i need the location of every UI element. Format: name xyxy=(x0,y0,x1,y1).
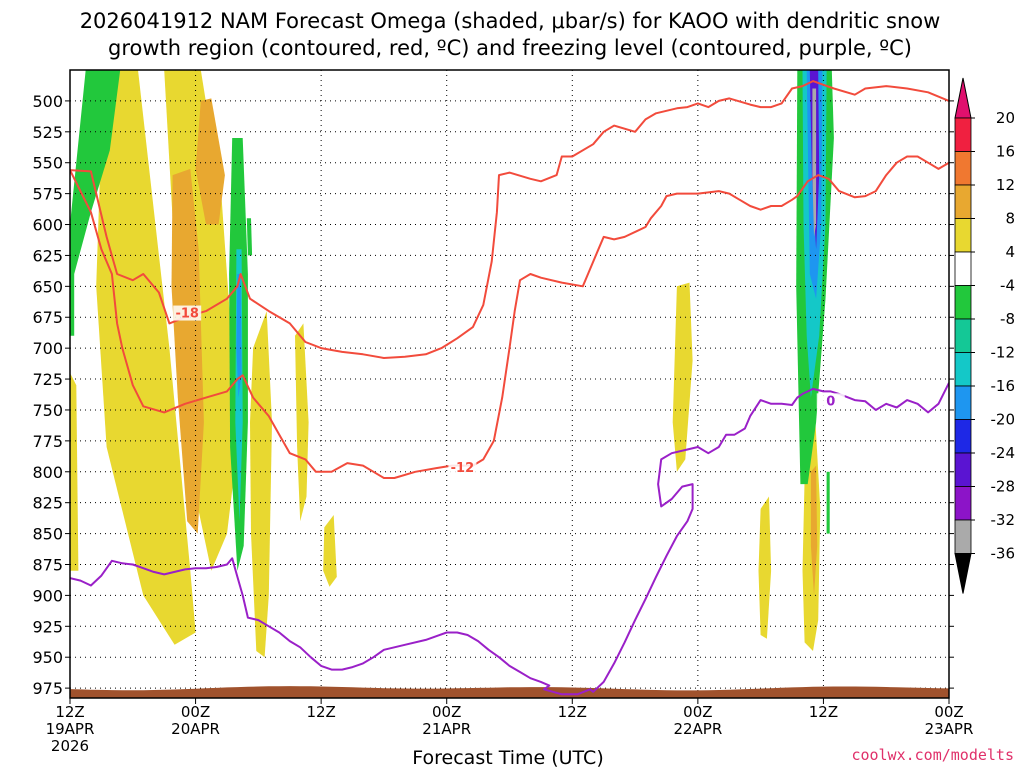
colorbar-label-8: -16 xyxy=(991,377,1016,395)
x-tick-label-h0-3: 2026 xyxy=(51,737,89,755)
colorbar-segment-5 xyxy=(954,285,972,320)
y-tick-label-725: 725 xyxy=(32,370,63,389)
omega-rising-region-7 xyxy=(758,496,772,639)
colorbar-segment-11 xyxy=(954,486,972,521)
omega-sinking-region-4 xyxy=(826,471,830,534)
minus18-upper-contour xyxy=(70,80,949,359)
terrain-ground xyxy=(70,686,949,698)
y-tick-label-650: 650 xyxy=(32,277,63,296)
y-tick-label-600: 600 xyxy=(32,216,63,235)
omega-sinking-region-2 xyxy=(246,218,253,256)
x-tick-label-h12-1: 00Z xyxy=(181,703,210,721)
colorbar-label-2: 12 xyxy=(996,176,1015,194)
x-tick-label-h0-2: 19APR xyxy=(46,720,95,738)
x-tick-label-h84-1: 00Z xyxy=(934,703,963,721)
x-tick-label-h60-2: 22APR xyxy=(673,720,722,738)
y-tick-label-825: 825 xyxy=(32,494,63,513)
colorbar-segment-6 xyxy=(954,318,972,353)
colorbar-label-10: -24 xyxy=(991,444,1016,462)
y-tick-label-875: 875 xyxy=(32,555,63,574)
y-tick-label-750: 750 xyxy=(32,401,63,420)
colorbar-label-1: 16 xyxy=(996,143,1015,161)
omega-rising-region-3 xyxy=(250,311,272,658)
y-tick-label-975: 975 xyxy=(32,679,63,698)
y-tick-label-775: 775 xyxy=(32,432,63,451)
colorbar-segment-0 xyxy=(954,117,972,152)
omega-rising-region-6 xyxy=(672,282,693,472)
colorbar-label-4: 4 xyxy=(1005,243,1015,261)
omega-colorbar: 20 16 12 8 4 -4 -8 -12 -16 -20 -24 -28 -32 -36 xyxy=(954,77,1016,594)
y-tick-label-700: 700 xyxy=(32,339,63,358)
plot-content: -18 -12 0 xyxy=(70,70,949,698)
colorbar-segment-7 xyxy=(954,352,972,387)
y-tick-label-525: 525 xyxy=(32,123,63,142)
colorbar-segment-9 xyxy=(954,419,972,454)
omega-sinking-region-0 xyxy=(70,70,121,336)
minus12-lower-contour xyxy=(70,155,949,479)
colorbar-segment-1 xyxy=(954,151,972,186)
colorbar-label-11: -28 xyxy=(991,478,1016,496)
minus18-upper-label-bg xyxy=(173,305,202,321)
y-tick-label-900: 900 xyxy=(32,586,63,605)
colorbar-label-3: 8 xyxy=(1005,210,1015,228)
x-tick-label-h0-1: 12Z xyxy=(55,703,84,721)
source-credit: coolwx.com/modelts xyxy=(851,746,1014,764)
colorbar-label-6: -8 xyxy=(1000,310,1015,328)
minus18-upper-contour-label: -18 xyxy=(175,307,199,322)
y-tick-label-675: 675 xyxy=(32,308,63,327)
colorbar-bottom-arrow xyxy=(954,553,972,594)
colorbar-segment-8 xyxy=(954,385,972,420)
x-tick-label-h60-1: 00Z xyxy=(683,703,712,721)
chart-title-line-2: growth region (contoured, red, ºC) and f… xyxy=(108,36,912,60)
omega-rising-region-10 xyxy=(195,98,225,225)
colorbar-label-9: -20 xyxy=(991,411,1016,429)
x-tick-label-h84-2: 23APR xyxy=(925,720,974,738)
colorbar-segment-3 xyxy=(954,218,972,253)
plot-frame xyxy=(69,69,950,699)
y-tick-label-575: 575 xyxy=(32,185,63,204)
minus12-lower-label-bg xyxy=(448,460,477,476)
x-tick-label-h24-1: 12Z xyxy=(306,703,335,721)
omega-rising-region-2 xyxy=(70,372,79,571)
colorbar-label-13: -36 xyxy=(991,545,1016,563)
x-axis-label: Forecast Time (UTC) xyxy=(412,747,603,768)
freezing-level-contour xyxy=(70,382,949,696)
colorbar-label-7: -12 xyxy=(991,344,1016,362)
colorbar-top-arrow xyxy=(954,77,972,119)
omega-sinking-region-7 xyxy=(236,274,242,398)
colorbar-label-5: -4 xyxy=(1000,277,1015,295)
chart-title-line-1: 2026041912 NAM Forecast Omega (shaded, μ… xyxy=(80,9,941,33)
x-tick-label-h12-2: 20APR xyxy=(171,720,220,738)
y-tick-label-950: 950 xyxy=(32,648,63,667)
y-tick-label-625: 625 xyxy=(32,246,63,265)
colorbar-label-12: -32 xyxy=(991,511,1016,529)
omega-rising-region-0 xyxy=(96,70,196,645)
freezing-level-contour-label: 0 xyxy=(826,394,835,409)
colorbar-label-0: 20 xyxy=(996,109,1015,127)
y-tick-label-800: 800 xyxy=(32,463,63,482)
x-tick-label-h72-1: 12Z xyxy=(809,703,838,721)
x-tick-label-h48-1: 12Z xyxy=(558,703,587,721)
y-tick-label-550: 550 xyxy=(32,154,63,173)
freezing-level-label-bg xyxy=(816,393,845,409)
y-axis: 500 525 550 575 600 625 650 675 700 725 750 775 800 8… xyxy=(32,92,954,698)
y-tick-label-850: 850 xyxy=(32,525,63,544)
omega-rising-region-5 xyxy=(323,515,337,587)
omega-sinking-region-10 xyxy=(812,88,817,237)
minus12-lower-contour-label: -12 xyxy=(451,461,475,476)
x-tick-label-h36-1: 00Z xyxy=(432,703,461,721)
omega-rising-region-11 xyxy=(810,465,818,596)
colorbar-segment-12 xyxy=(954,519,972,554)
colorbar-segment-4 xyxy=(954,251,972,286)
x-tick-label-h36-2: 21APR xyxy=(422,720,471,738)
colorbar-segment-10 xyxy=(954,452,972,487)
plot-area: -18 -12 0 xyxy=(69,69,950,699)
y-tick-label-925: 925 xyxy=(32,617,63,636)
y-tick-label-500: 500 xyxy=(32,92,63,111)
colorbar-segment-2 xyxy=(954,184,972,219)
